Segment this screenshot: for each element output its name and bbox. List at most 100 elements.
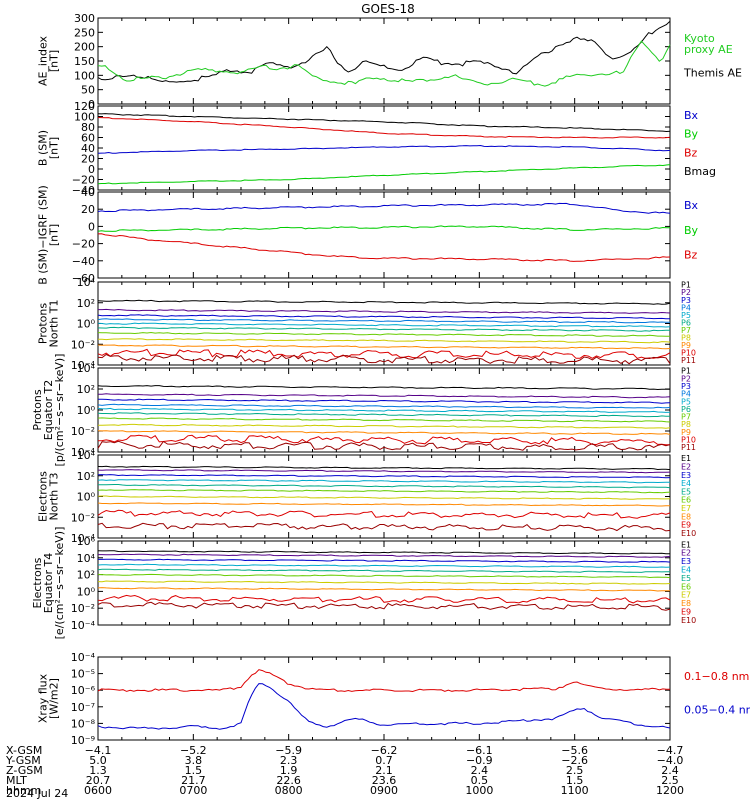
y-tick-label: 10⁻⁶ [71, 684, 96, 697]
y-tick-label: 10⁰ [77, 404, 96, 417]
channel-line [97, 479, 670, 484]
ephemeris-label: hhmm [6, 784, 41, 797]
legend-entry: P6 [681, 318, 691, 327]
x-axis-block: X-GSM −4.1 −5.2 −5.9 −6.2 −6.1 −5.6 −4.7 Y-GSM 5.… [5, 744, 684, 797]
y-tick-label: 0 [88, 98, 95, 111]
channel-line [97, 398, 671, 404]
y-axis-label: Protons [37, 303, 50, 344]
ephemeris-value: 2.5 [566, 764, 584, 777]
ephemeris-value: −4.0 [657, 754, 684, 767]
channel-line [97, 318, 671, 324]
figure-title: GOES-18 [361, 2, 415, 16]
ephemeris-value: 0800 [275, 784, 303, 797]
panel-frame [97, 656, 671, 741]
ephemeris-value: 2.4 [661, 764, 679, 777]
ephemeris-value: 23.6 [372, 774, 397, 787]
channel-line [97, 563, 671, 568]
channel-line [97, 353, 671, 365]
legend-entry: E2 [681, 549, 691, 558]
ephemeris-value: 1000 [465, 784, 493, 797]
y-tick-label: 10⁻⁴ [71, 359, 96, 372]
y-tick-label: 10⁴ [77, 362, 96, 375]
legend-entry: Bx [684, 109, 699, 122]
ephemeris-value: 0900 [370, 784, 398, 797]
ephemeris-value: 0.5 [471, 774, 489, 787]
channel-line [97, 573, 671, 579]
channel-line [98, 393, 671, 399]
legend-entry: Bz [684, 248, 698, 261]
y-axis-label: B (SM)−IGRF (SM) [37, 185, 50, 285]
channel-line [98, 553, 671, 558]
ephemeris-value: 1.3 [89, 764, 107, 777]
legend-entry: proxy AE [684, 43, 733, 56]
y-tick-label: 10² [77, 470, 95, 483]
y-axis-label: Equator T4 [42, 553, 55, 613]
channel-line [97, 417, 671, 423]
channel-line [97, 430, 671, 435]
legend-entry: P10 [681, 349, 696, 358]
ephemeris-value: −6.1 [466, 744, 493, 757]
legend-entry: P11 [681, 356, 696, 365]
panels-group: 300250200150100500AE_index[nT]Kyotoproxy… [31, 12, 750, 747]
y-axis-label: North T3 [48, 473, 61, 521]
ephemeris-value: −4.1 [85, 744, 112, 757]
series-line [97, 20, 671, 83]
series-line [97, 113, 671, 133]
series-line [97, 117, 671, 139]
legend-entry: E8 [681, 599, 691, 608]
channel-line [98, 558, 671, 563]
legend-entry: E4 [681, 566, 691, 575]
legend-entry: P6 [681, 405, 691, 414]
y-tick-label: 10² [77, 297, 95, 310]
y-tick-label: 0 [88, 220, 95, 233]
legend-entry: P4 [681, 303, 691, 312]
ephemeris-value: 1.9 [280, 764, 298, 777]
ephemeris-value: 1100 [561, 784, 589, 797]
channel-line [98, 308, 671, 314]
y-axis-label: [nT] [48, 50, 61, 72]
y-tick-label: 60 [81, 132, 95, 145]
y-tick-label: 50 [81, 84, 95, 97]
y-tick-label: 10⁻⁵ [71, 668, 95, 681]
y-tick-label: −40 [72, 184, 95, 197]
y-tick-label: 10⁻⁷ [71, 701, 95, 714]
y-tick-label: 10² [77, 569, 95, 582]
panel-frame [97, 17, 671, 105]
legend-entry: E9 [681, 521, 691, 530]
y-tick-label: 10⁰ [77, 491, 96, 504]
y-tick-label: 10⁻⁸ [71, 717, 96, 730]
channel-line [97, 314, 670, 320]
y-tick-label: 20 [81, 203, 95, 216]
series-line [97, 669, 671, 693]
legend-entry: Bz [684, 146, 698, 159]
channel-line [97, 509, 671, 519]
legend-entry: P8 [681, 333, 691, 342]
channel-line [97, 594, 671, 604]
ephemeris-value: 0600 [84, 784, 112, 797]
legend-entry: 0.05−0.4 nm [684, 703, 750, 716]
y-tick-label: 10⁻⁴ [71, 651, 96, 664]
channel-line [97, 601, 671, 611]
y-tick-label: −20 [72, 174, 95, 187]
y-tick-label: 40 [81, 186, 95, 199]
channel-line [97, 469, 671, 474]
ephemeris-value: 2.1 [375, 764, 393, 777]
legend-entry: E10 [681, 529, 696, 538]
y-tick-label: 10⁻⁴ [71, 446, 96, 459]
y-tick-label: 20 [81, 153, 95, 166]
ephemeris-value: 1.5 [566, 774, 584, 787]
channel-line [97, 484, 671, 489]
ephemeris-value: −5.2 [180, 744, 207, 757]
ephemeris-value: −2.6 [561, 754, 588, 767]
y-axis-label: [p/(cm²−s−sr−keV)] [53, 354, 66, 467]
legend-entry: E2 [681, 463, 691, 472]
ephemeris-value: 22.6 [276, 774, 301, 787]
legend-entry: E3 [681, 471, 691, 480]
legend-entry: E8 [681, 512, 691, 521]
ephemeris-value: −4.7 [657, 744, 684, 757]
channel-line [97, 344, 671, 350]
ephemeris-value: −5.9 [275, 744, 302, 757]
ephemeris-value: 2.5 [661, 774, 679, 787]
y-tick-label: 10⁴ [77, 552, 96, 565]
